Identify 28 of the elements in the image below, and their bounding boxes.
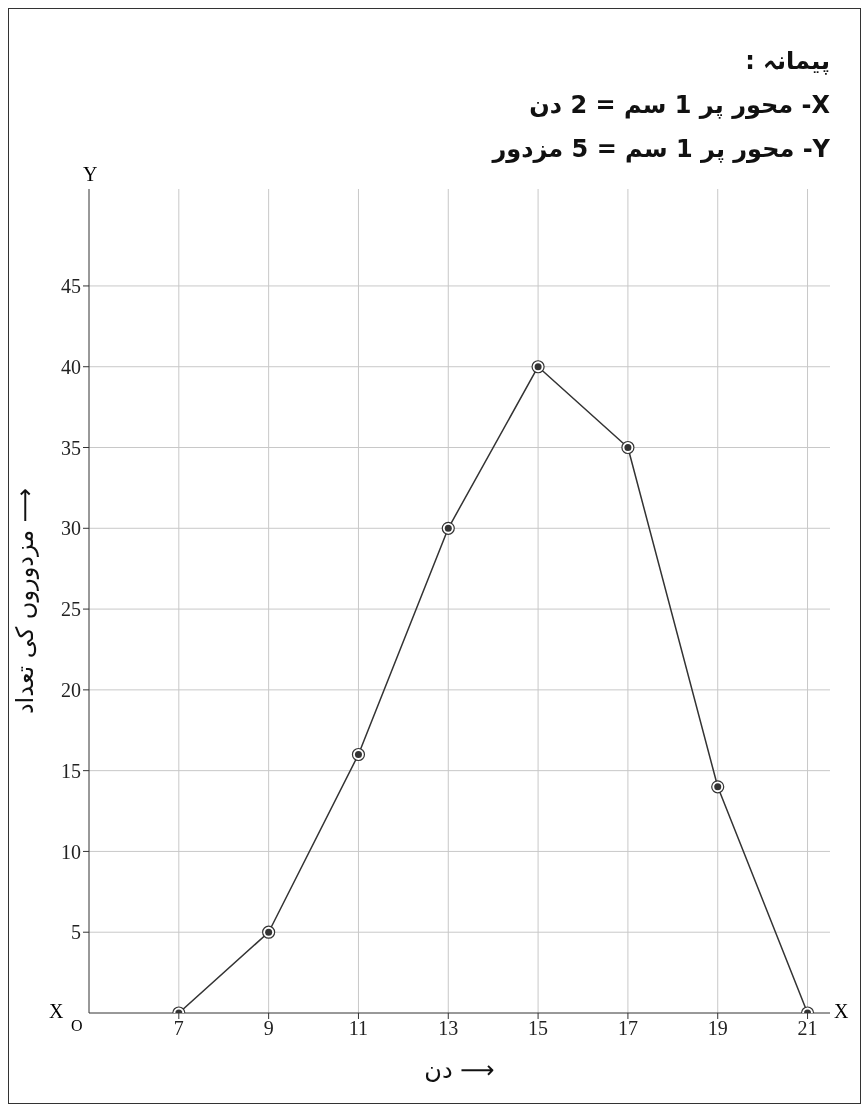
point: [621, 440, 635, 455]
y-tick-label: 20: [61, 678, 81, 701]
y-tick-label: 15: [61, 759, 81, 782]
x-tick-label: 9: [263, 1017, 274, 1040]
text: Y- محور پر 1 سم = 5 مزدور: [492, 134, 830, 165]
x-tick-label: 11: [348, 1017, 369, 1040]
y-tick-label: 5: [71, 921, 81, 944]
x-tick-label: 13: [438, 1017, 459, 1040]
y-tick-label: 30: [61, 517, 81, 540]
y-tick-label: 10: [61, 840, 81, 863]
y-tick-label: 35: [61, 436, 81, 459]
point: [351, 747, 366, 762]
text: پیمانہ :: [744, 46, 830, 77]
text: X- محور پر 1 سم = 2 دن: [528, 90, 830, 121]
x-tick-label: 17: [617, 1017, 638, 1040]
text: X: [834, 1000, 849, 1023]
y-tick-label: 25: [61, 598, 81, 621]
y-axis-title: مزدوروں کی تعداد ⟶: [10, 487, 39, 715]
x-tick-label: 7: [173, 1017, 184, 1040]
text: Y: [83, 163, 98, 186]
x-tick-label: 19: [707, 1017, 728, 1040]
y-tick-label: 45: [61, 275, 81, 298]
x-tick-label: 15: [528, 1017, 549, 1040]
x-axis-title: دن ⟶: [424, 1056, 495, 1084]
text: X: [49, 1000, 64, 1023]
y-tick-label: 40: [61, 355, 81, 378]
text: O: [71, 1017, 83, 1035]
x-tick-label: 21: [797, 1017, 818, 1040]
